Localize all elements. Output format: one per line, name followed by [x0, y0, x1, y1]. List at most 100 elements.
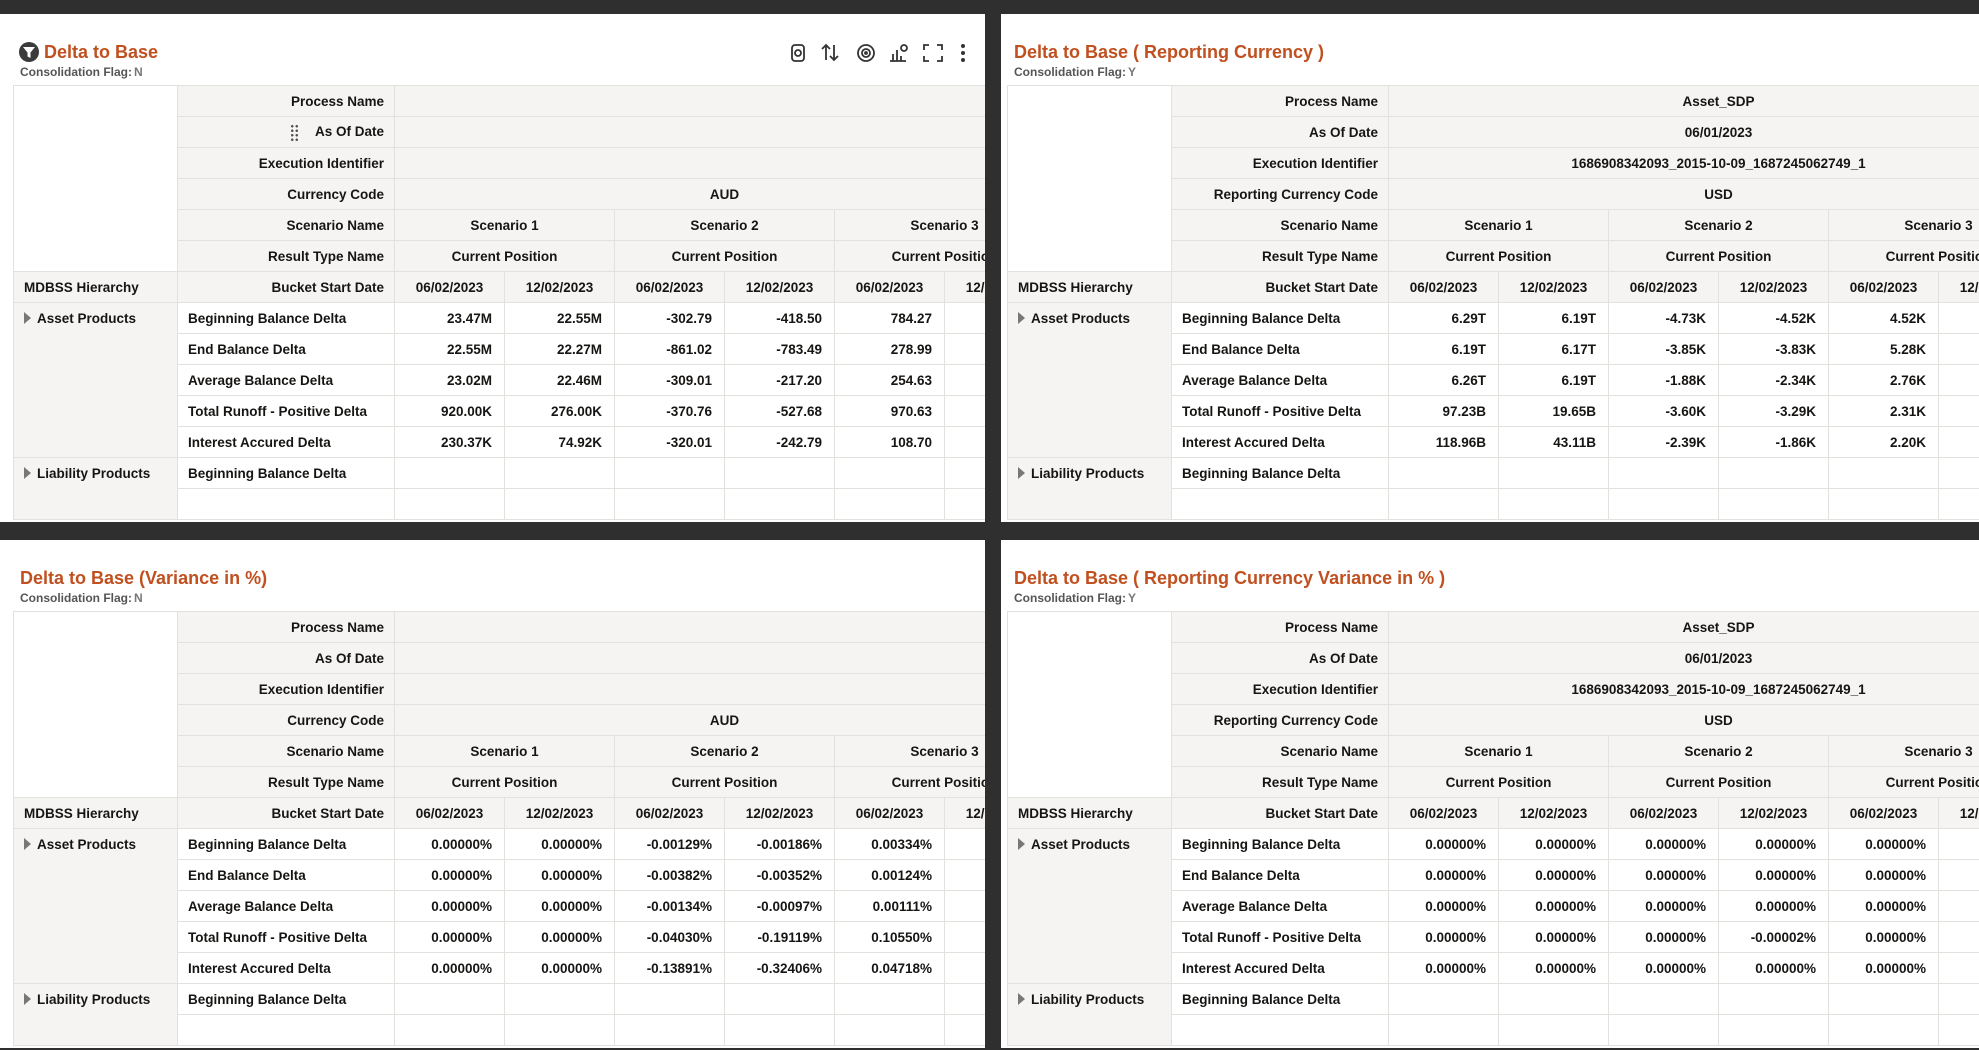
scenario-name: Scenario 3: [1827, 209, 1979, 241]
value-cell: 0.00000%: [394, 890, 505, 922]
measure-name: Average Balance Delta: [1171, 364, 1389, 396]
value-cell: -320.01: [614, 426, 725, 458]
value-cell: 97.23B: [1388, 395, 1499, 427]
value-cell: 19.65B: [1498, 395, 1609, 427]
value-cell: [834, 983, 945, 1015]
header-value: USD: [1387, 178, 1979, 210]
corner-cell: [1007, 85, 1172, 272]
value-cell: 0.00000%: [504, 952, 615, 984]
value-cell: [944, 457, 985, 489]
value-cell: [724, 983, 835, 1015]
empty-cell: [1388, 1014, 1499, 1046]
bucket-date: 06/02/2023: [394, 797, 505, 829]
expand-toggle[interactable]: [24, 312, 31, 324]
value-cell: 0.00000%: [394, 828, 505, 860]
maximize-button[interactable]: [923, 44, 943, 62]
drag-handle[interactable]: [289, 123, 299, 141]
expand-toggle[interactable]: [1018, 467, 1025, 479]
expand-toggle[interactable]: [1018, 838, 1025, 850]
flag-label: Consolidation Flag:: [20, 65, 132, 79]
header-label: As Of Date: [177, 642, 395, 674]
expand-toggle[interactable]: [24, 993, 31, 1005]
expand-toggle[interactable]: [1018, 312, 1025, 324]
value-cell: 0.00000%: [504, 828, 615, 860]
header-label: As Of Date: [177, 116, 395, 148]
pivot-table: Process Name As Of Date Execution Identifi…: [13, 85, 985, 520]
empty-cell: [724, 1014, 835, 1046]
scenario-name: Scenario 1: [1388, 735, 1609, 767]
empty-cell: [394, 488, 505, 520]
target-button[interactable]: [857, 44, 875, 62]
value-cell: -0.00382%: [614, 859, 725, 891]
empty-cell: [834, 1014, 945, 1046]
value-cell: [1937, 983, 1979, 1015]
header-row: Scenario Name Scenario 1 Scenario 2 Scenari…: [1008, 735, 1979, 767]
empty-cell: [177, 488, 395, 520]
header-label: Execution Identifier: [177, 673, 395, 705]
header-label-text: As Of Date: [314, 650, 384, 666]
empty-cell: [1608, 488, 1719, 520]
hierarchy-member: Liability Products: [13, 457, 178, 520]
value-cell: 0.00000%: [1608, 952, 1719, 984]
header-label-text: Reporting Currency Code: [1213, 186, 1378, 202]
value-cell: 0.10550%: [834, 921, 945, 953]
menu-button[interactable]: [961, 44, 965, 62]
value-cell: 278.99: [834, 333, 945, 365]
measure-name: End Balance Delta: [1171, 859, 1389, 891]
bucket-date: 12/02/2023: [504, 271, 615, 303]
chart-button[interactable]: [890, 44, 908, 62]
hierarchy-member: Liability Products: [1007, 983, 1172, 1046]
empty-cell: [504, 488, 615, 520]
empty-cell: [614, 1014, 725, 1046]
measure-name: Total Runoff - Positive Delta: [1171, 921, 1389, 953]
header-row: Result Type Name Current Position Current …: [14, 240, 985, 272]
value-cell: 0.00000%: [1388, 952, 1499, 984]
header-row: Result Type Name Current Position Current …: [1008, 240, 1979, 272]
swap-button[interactable]: [821, 43, 839, 62]
value-cell: -2.39K: [1608, 426, 1719, 458]
flag-value: N: [134, 65, 143, 79]
expand-toggle[interactable]: [24, 467, 31, 479]
filter-icon[interactable]: [18, 41, 40, 63]
value-cell: [944, 983, 985, 1015]
measure-name: Total Runoff - Positive Delta: [177, 395, 395, 427]
format-button[interactable]: [791, 44, 805, 62]
value-cell: [944, 921, 985, 953]
panel: Delta to Base ( Reporting Currency Varia…: [1001, 540, 1979, 1048]
value-cell: 118.96B: [1388, 426, 1499, 458]
value-cell: [1718, 457, 1829, 489]
hierarchy-header: MDBSS Hierarchy: [1007, 797, 1172, 829]
pivot-table: Process Name Asset_SDP As Of Date 06/01/202…: [1007, 85, 1979, 520]
data-row: Total Runoff - Positive Delta 0.00000% 0.0…: [1008, 921, 1979, 953]
expand-toggle[interactable]: [1018, 993, 1025, 1005]
value-cell: [944, 426, 985, 458]
header-label: Scenario Name: [177, 735, 395, 767]
expand-toggle[interactable]: [24, 838, 31, 850]
value-cell: 0.04718%: [834, 952, 945, 984]
header-value: Asset_SDP: [1387, 611, 1979, 643]
data-row: Liability Products Beginning Balance Delt…: [1007, 457, 1979, 520]
header-value: [394, 673, 985, 705]
value-cell: 0.00000%: [1828, 828, 1939, 860]
measure-name: End Balance Delta: [177, 859, 395, 891]
value-cell: -783.49: [724, 333, 835, 365]
panel-title: Delta to Base ( Reporting Currency ): [1014, 42, 1325, 62]
bucket-date: 12/02/2023: [1498, 797, 1609, 829]
bucket-date: 06/02/2023: [1388, 271, 1499, 303]
value-cell: [394, 457, 505, 489]
header-label-text: Process Name: [290, 619, 384, 635]
value-cell: 0.00000%: [1388, 921, 1499, 953]
scenario-name: Scenario 2: [1608, 735, 1829, 767]
header-row: Process Name Asset_SDP: [1007, 611, 1979, 798]
header-value: [394, 116, 985, 148]
result-type: Current Position: [1827, 766, 1979, 798]
value-cell: [1718, 983, 1829, 1015]
value-cell: [944, 302, 985, 334]
empty-cell: [1498, 488, 1609, 520]
value-cell: -0.32406%: [724, 952, 835, 984]
bucket-date: 12/02/2023: [1718, 271, 1829, 303]
value-cell: [614, 983, 725, 1015]
value-cell: 276.00K: [504, 395, 615, 427]
value-cell: 0.00000%: [1388, 859, 1499, 891]
